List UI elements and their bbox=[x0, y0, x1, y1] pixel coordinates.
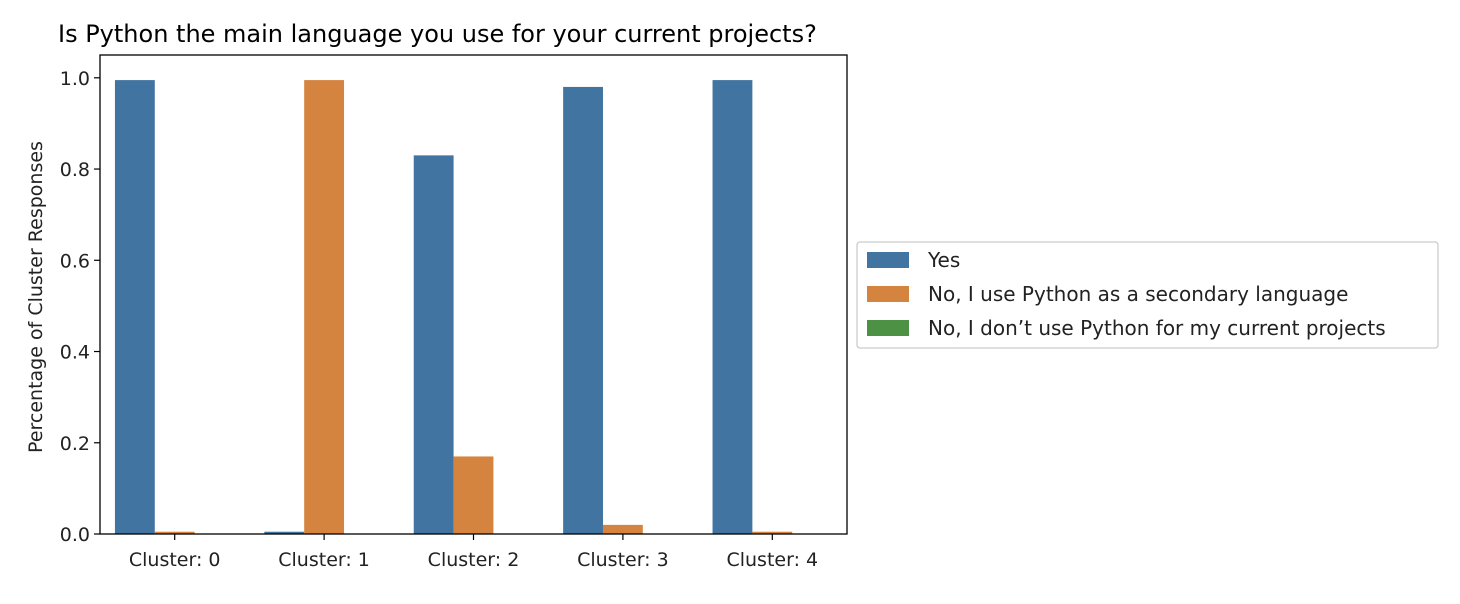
x-tick-label: Cluster: 1 bbox=[278, 549, 370, 571]
y-tick-label: 0.8 bbox=[60, 159, 90, 181]
y-tick-label: 0.6 bbox=[60, 250, 90, 272]
y-axis-label: Percentage of Cluster Responses bbox=[25, 141, 47, 453]
bar-1-cluster-1 bbox=[264, 531, 305, 534]
x-tick-label: Cluster: 3 bbox=[577, 549, 669, 571]
x-axis-ticks: Cluster: 0 Cluster: 1 Cluster: 2 Cluster: 3… bbox=[129, 534, 818, 571]
legend-label: No, I use Python as a secondary language bbox=[928, 282, 1348, 306]
x-tick-label: Cluster: 2 bbox=[428, 549, 520, 571]
bar-2-cluster-3 bbox=[602, 524, 643, 534]
x-tick-label: Cluster: 0 bbox=[129, 549, 221, 571]
bar-1-cluster-0 bbox=[114, 80, 155, 534]
legend-items: Yes No, I use Python as a secondary langu… bbox=[867, 248, 1386, 340]
bar-2-cluster-1 bbox=[304, 80, 345, 534]
y-tick-label: 0.4 bbox=[60, 342, 90, 364]
bar-2-cluster-0 bbox=[154, 531, 195, 534]
legend-label: No, I don’t use Python for my current pr… bbox=[928, 316, 1386, 340]
legend-frame bbox=[856, 241, 1439, 349]
bar-2-cluster-4 bbox=[752, 531, 793, 534]
chart-title: Is Python the main language you use for … bbox=[58, 20, 817, 48]
y-axis-ticks: 0.0 0.2 0.4 0.6 0.8 1.0 bbox=[60, 68, 100, 546]
bar-1-cluster-2 bbox=[413, 155, 454, 535]
y-tick-label: 0.0 bbox=[60, 524, 90, 546]
bar-2-cluster-2 bbox=[453, 456, 494, 534]
legend-swatch bbox=[867, 286, 909, 302]
bar-1-cluster-3 bbox=[563, 86, 603, 535]
legend: Yes No, I use Python as a secondary langu… bbox=[856, 241, 1439, 349]
x-tick-label: Cluster: 4 bbox=[726, 549, 818, 571]
legend-swatch bbox=[867, 252, 909, 268]
y-tick-label: 0.2 bbox=[60, 433, 90, 455]
plot-frame bbox=[99, 54, 848, 535]
y-tick-label: 1.0 bbox=[60, 68, 90, 90]
bars-group bbox=[114, 80, 793, 535]
bar-1-cluster-4 bbox=[712, 80, 753, 534]
legend-label: Yes bbox=[927, 248, 960, 272]
legend-swatch bbox=[867, 320, 909, 336]
